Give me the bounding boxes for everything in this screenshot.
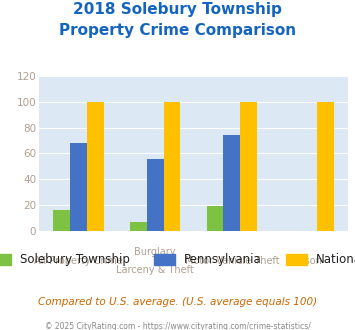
- Text: Property Crime Comparison: Property Crime Comparison: [59, 23, 296, 38]
- Text: © 2025 CityRating.com - https://www.cityrating.com/crime-statistics/: © 2025 CityRating.com - https://www.city…: [45, 322, 310, 330]
- Bar: [317, 102, 334, 231]
- Bar: [130, 222, 147, 231]
- Legend: Solebury Township, Pennsylvania, National: Solebury Township, Pennsylvania, Nationa…: [0, 253, 355, 266]
- Text: All Property Crime: All Property Crime: [34, 256, 123, 266]
- Bar: [164, 102, 180, 231]
- Text: Arson: Arson: [295, 256, 322, 266]
- Bar: [147, 159, 164, 231]
- Bar: [53, 210, 70, 231]
- Text: Motor Vehicle Theft: Motor Vehicle Theft: [185, 256, 279, 266]
- Text: Burglary: Burglary: [135, 247, 176, 256]
- Bar: [207, 207, 223, 231]
- Text: Compared to U.S. average. (U.S. average equals 100): Compared to U.S. average. (U.S. average …: [38, 297, 317, 307]
- Bar: [240, 102, 257, 231]
- Bar: [87, 102, 104, 231]
- Bar: [223, 135, 240, 231]
- Text: Larceny & Theft: Larceny & Theft: [116, 265, 194, 275]
- Text: 2018 Solebury Township: 2018 Solebury Township: [73, 2, 282, 16]
- Bar: [70, 143, 87, 231]
